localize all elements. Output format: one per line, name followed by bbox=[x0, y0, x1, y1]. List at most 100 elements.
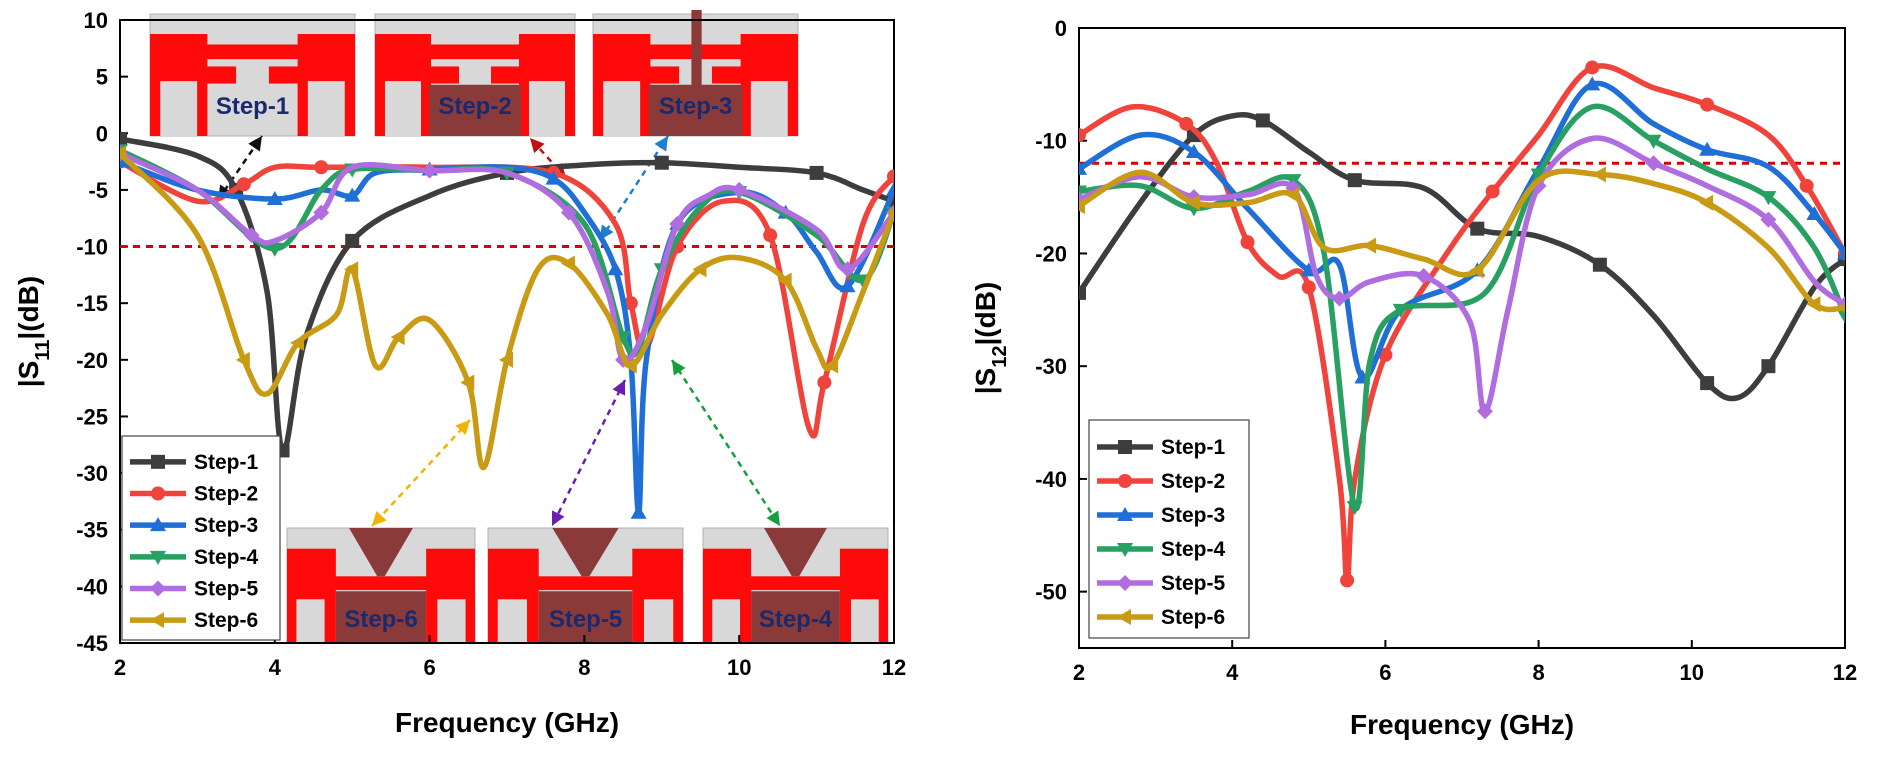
arrow-line bbox=[598, 135, 670, 241]
bridge bbox=[530, 576, 641, 591]
legend-marker bbox=[1117, 609, 1131, 625]
data-point bbox=[1079, 160, 1087, 175]
inset-step-2: Step-2 bbox=[374, 13, 576, 137]
data-point bbox=[344, 187, 361, 202]
data-point bbox=[120, 131, 127, 146]
series-line bbox=[1079, 103, 1845, 512]
inset-step-4: Step-4 bbox=[702, 527, 889, 644]
legend-label: Step-2 bbox=[1161, 470, 1225, 493]
x-axis-label: Frequency (GHz) bbox=[1350, 709, 1574, 740]
series-line bbox=[1079, 80, 1845, 381]
x-tick-label: 6 bbox=[1379, 660, 1391, 685]
data-point bbox=[1806, 296, 1821, 313]
data-point bbox=[809, 165, 824, 180]
arrow-line bbox=[670, 359, 782, 527]
y-axis-label: |S12|(dB) bbox=[970, 282, 1011, 395]
left-arm bbox=[425, 66, 459, 84]
data-point bbox=[1347, 173, 1362, 188]
x-axis-label: Frequency (GHz) bbox=[395, 707, 619, 738]
data-point bbox=[1585, 60, 1600, 75]
plot-frame bbox=[119, 19, 895, 644]
legend-marker bbox=[1118, 474, 1132, 488]
y-tick-label: -45 bbox=[76, 631, 108, 656]
legend-label: Step-5 bbox=[1161, 572, 1226, 595]
data-point bbox=[1240, 235, 1255, 250]
right-slot bbox=[307, 81, 345, 136]
arrow-tail bbox=[612, 380, 625, 396]
left-slot bbox=[160, 81, 198, 136]
series-step-4 bbox=[1079, 103, 1845, 516]
data-point bbox=[560, 204, 577, 221]
data-point bbox=[1799, 178, 1814, 193]
data-point bbox=[290, 334, 305, 351]
data-point bbox=[777, 272, 792, 289]
right-arm bbox=[711, 66, 747, 84]
x-tick-label: 8 bbox=[1532, 660, 1544, 685]
data-point bbox=[607, 261, 624, 276]
arrow-tail bbox=[455, 420, 470, 436]
legend-marker bbox=[1117, 543, 1133, 557]
arrow-tail bbox=[600, 224, 614, 240]
data-point bbox=[1699, 194, 1714, 211]
data-point bbox=[460, 374, 475, 391]
right-slot bbox=[851, 599, 879, 643]
y-tick-label: -25 bbox=[76, 404, 108, 429]
data-point bbox=[421, 162, 438, 179]
callout-arrow bbox=[371, 419, 471, 527]
ground-patch bbox=[648, 84, 743, 136]
inset-label: Step-3 bbox=[659, 93, 732, 120]
chart-panel-2: 2 4 6 8 10 12 0 -10 -20 -30 -40 -50 Frequency (GHz) |… bbox=[970, 16, 1857, 740]
series-line bbox=[120, 150, 894, 364]
series-step-6 bbox=[1079, 166, 1845, 313]
inset-label: Step-2 bbox=[438, 93, 511, 120]
y-tick-label: 0 bbox=[1055, 16, 1067, 41]
y-tick-label: -10 bbox=[76, 235, 108, 260]
inset-label: Step-1 bbox=[216, 93, 289, 120]
left-slot bbox=[603, 81, 641, 136]
data-point bbox=[1645, 155, 1662, 172]
legend-box bbox=[121, 435, 281, 641]
legend-label: Step-3 bbox=[1161, 504, 1225, 527]
y-axis-label: |S11|(dB) bbox=[13, 276, 54, 387]
x-tick-label: 4 bbox=[1226, 660, 1239, 685]
inset-step-3: Step-3 bbox=[592, 10, 799, 137]
x-tick-label: 6 bbox=[423, 655, 435, 680]
data-point bbox=[1584, 76, 1601, 91]
plot-frame bbox=[1078, 27, 1846, 649]
data-point bbox=[1645, 134, 1662, 149]
data-point bbox=[1760, 211, 1777, 228]
left-arm bbox=[644, 66, 680, 84]
data-point bbox=[1331, 290, 1348, 307]
legend: Step-1 Step-2 Step-3 Step-4 Step-5 Step-6 bbox=[1088, 419, 1250, 639]
legend-label: Step-2 bbox=[194, 483, 258, 506]
x-tick-label: 2 bbox=[1073, 660, 1085, 685]
callout-arrow bbox=[598, 135, 670, 241]
data-point bbox=[1185, 144, 1202, 158]
data-point bbox=[1340, 573, 1355, 588]
data-point bbox=[1530, 168, 1547, 183]
x-tick-label: 4 bbox=[269, 655, 282, 680]
series-step-6 bbox=[120, 145, 894, 471]
tapered-feed bbox=[349, 528, 413, 577]
data-point bbox=[236, 177, 251, 192]
data-point bbox=[1837, 309, 1845, 324]
legend-marker bbox=[1118, 440, 1132, 454]
data-point bbox=[886, 207, 894, 218]
tapered-feed bbox=[552, 528, 619, 577]
callout-arrow bbox=[550, 379, 627, 527]
data-point bbox=[1346, 501, 1363, 516]
arrow-line bbox=[550, 379, 627, 527]
x-tick-label: 8 bbox=[578, 655, 590, 680]
legend-marker bbox=[150, 612, 164, 629]
legend-label: Step-1 bbox=[194, 451, 259, 474]
right-slot bbox=[750, 81, 788, 136]
data-point bbox=[817, 375, 832, 390]
data-point bbox=[1362, 237, 1377, 254]
arrow-head bbox=[654, 136, 668, 152]
y-tick-label: -15 bbox=[76, 291, 108, 316]
right-arm bbox=[491, 66, 525, 84]
y-tick-label: -40 bbox=[1035, 467, 1067, 492]
data-point bbox=[1476, 403, 1493, 420]
data-point bbox=[1392, 303, 1409, 318]
y-tick-label: -40 bbox=[76, 574, 108, 599]
